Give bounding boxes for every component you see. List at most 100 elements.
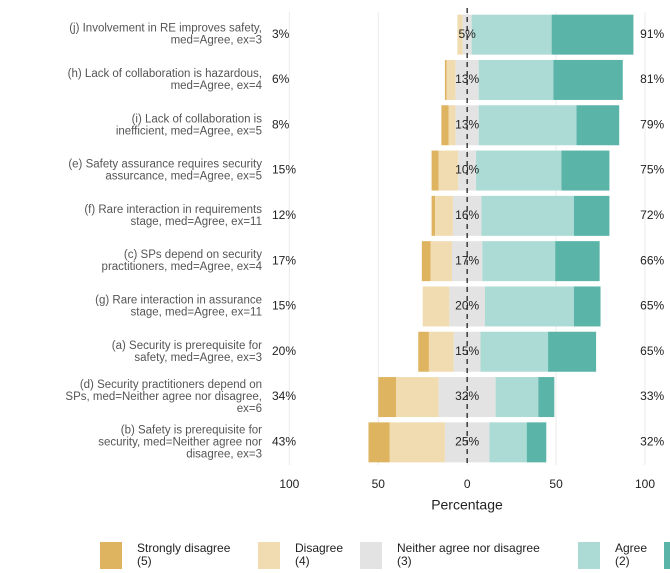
category-label: (j) Involvement in RE improves safety, [69,23,262,35]
neutral-label: 13% [455,117,479,131]
category-label: ex=6 [237,403,262,415]
bar-segment [431,195,436,236]
right-label: 81% [640,72,664,86]
bar-segment [444,59,447,100]
legend-label: Agree [615,541,647,555]
bar-segment [396,377,439,418]
left-label: 8% [272,117,290,131]
bar-segment [495,377,539,418]
bar-segment [431,150,439,191]
right-label: 79% [640,117,664,131]
bar-segment [573,286,601,327]
x-tick-label: 50 [372,477,386,491]
bar-segment [548,331,597,372]
legend-swatch [664,542,670,569]
bar-segment [551,14,634,55]
legend-label: Disagree [295,541,343,555]
bar-segment [482,241,556,282]
bar-segment [428,331,454,372]
category-label: disagree, ex=3 [186,448,262,460]
category-label: (b) Safety is prerequisite for [121,424,262,436]
legend-item: Strongly disagree(5) [100,541,231,569]
legend-item: Disagree(4) [258,541,343,569]
bar-segment [438,150,459,191]
category-label: SPs, med=Neither agree nor disagree, [65,391,262,403]
left-label: 3% [272,27,290,41]
x-tick-label: 100 [635,477,655,491]
left-label: 17% [272,253,296,267]
x-axis-label: Percentage [431,497,503,513]
legend-item: Agree(2) [578,541,647,569]
left-label: 15% [272,299,296,313]
bar-segment [480,331,549,372]
category-label: med=Agree, ex=3 [171,35,262,47]
bar-segment [430,241,453,282]
category-label: safety, med=Agree, ex=3 [134,352,262,364]
left-label: 20% [272,344,296,358]
bar-segment [478,59,554,100]
left-label: 12% [272,208,296,222]
legend-swatch [360,542,382,569]
bar-segment [455,59,479,100]
category-label: stage, med=Agree, ex=11 [131,306,263,318]
bar-segment [378,377,397,418]
category-label: (g) Rare interaction in assurance [95,294,262,306]
legend-swatch [578,542,600,569]
left-label: 43% [272,435,296,449]
legend-code: (5) [137,554,152,568]
category-label: (h) Lack of collaboration is hazardous, [68,68,262,80]
category-label: (c) SPs depend on security [124,249,262,261]
bar-segment [448,105,456,146]
bar-segment [484,286,574,327]
right-label: 75% [640,163,664,177]
right-label: 65% [640,299,664,313]
category-label: inefficient, med=Agree, ex=5 [116,125,262,137]
category-label: (d) Security practitioners depend on [80,379,262,391]
legend-swatch [100,542,122,569]
left-label: 6% [272,72,290,86]
category-label: stage, med=Agree, ex=11 [131,216,263,228]
category-label: practitioners, med=Agree, ex=4 [102,261,263,273]
bar-segment [422,286,450,327]
bar-segment [389,422,445,463]
legend-code: (4) [295,554,310,568]
right-label: 72% [640,208,664,222]
category-label: assurcance, med=Agree, ex=5 [105,171,262,183]
category-label: (f) Rare interaction in requirements [84,204,262,216]
right-label: 91% [640,27,664,41]
bar-segment [478,105,577,146]
x-tick-label: 0 [464,477,471,491]
legend-code: (3) [397,554,412,568]
bar-segment [457,14,463,55]
neutral-label: 10% [455,163,479,177]
bar-segment [573,195,610,236]
category-label: (i) Lack of collaboration is [132,113,263,125]
x-tick-label: 50 [549,477,563,491]
right-label: 65% [640,344,664,358]
bar-segment [481,195,574,236]
bar-segment [368,422,390,463]
bar-segment [489,422,527,463]
x-tick-label: 100 [279,477,299,491]
bar-segment [441,105,449,146]
legend-label: Strongly disagree [137,541,231,555]
legend-label: Neither agree nor disagree [397,541,540,555]
bar-segment [538,377,555,418]
bar-segment [553,59,623,100]
bar-segment [462,14,472,55]
category-label: (e) Safety assurance requires security [68,159,262,171]
bar-segment [476,150,562,191]
bar-segment [561,150,610,191]
right-label: 32% [640,435,664,449]
bar-segment [471,14,552,55]
legend-item: Strongly agree(1) [664,542,670,569]
bar-segment [555,241,600,282]
right-label: 66% [640,253,664,267]
right-label: 33% [640,389,664,403]
category-label: med=Agree, ex=4 [171,80,263,92]
bar-segment [435,195,453,236]
neutral-label: 13% [455,72,479,86]
left-label: 15% [272,163,296,177]
bar-segment [421,241,431,282]
